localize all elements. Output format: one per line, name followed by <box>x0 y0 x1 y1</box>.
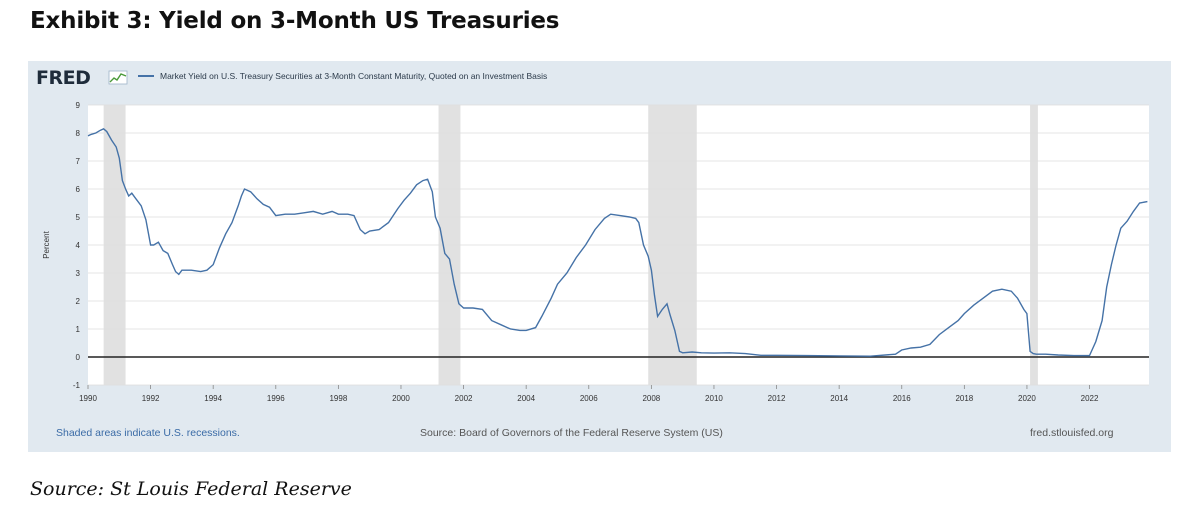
y-tick-label-4: 4 <box>76 241 81 250</box>
source-attribution: Source: Board of Governors of the Federa… <box>420 427 723 439</box>
x-tick-label-2018: 2018 <box>955 394 973 403</box>
x-tick-label-2000: 2000 <box>392 394 410 403</box>
x-tick-label-2004: 2004 <box>517 394 535 403</box>
x-tick-label-2022: 2022 <box>1081 394 1099 403</box>
fred-chart-icon <box>108 70 128 85</box>
fred-graph-panel: FRED Market Yield on U.S. Treasury Secur… <box>28 61 1171 452</box>
y-tick-label-3: 3 <box>76 269 81 278</box>
y-tick-label-9: 9 <box>76 101 81 110</box>
fred-logo[interactable]: FRED <box>36 67 91 89</box>
line-chart: -1 0 1 2 3 4 5 6 7 8 9 1990 1992 1994 1996 1998 2000 200… <box>42 101 1149 403</box>
x-tick-labels: 1990 1992 1994 1996 1998 2000 2002 2004 2006 2008… <box>79 385 1099 403</box>
x-tick-label-1994: 1994 <box>204 394 222 403</box>
y-tick-label-0: 0 <box>76 353 81 362</box>
y-tick-label-8: 8 <box>76 129 81 138</box>
grid-lines <box>88 104 1149 386</box>
series-line-3-month-yield <box>87 127 1148 357</box>
x-tick-label-2002: 2002 <box>455 394 473 403</box>
recession-note-link[interactable]: Shaded areas indicate U.S. recessions. <box>56 427 240 439</box>
x-tick-label-2010: 2010 <box>705 394 723 403</box>
y-tick-label-6: 6 <box>76 185 81 194</box>
legend-swatch <box>138 75 154 77</box>
x-tick-label-2020: 2020 <box>1018 394 1036 403</box>
source-note: Source: St Louis Federal Reserve <box>30 478 352 500</box>
x-tick-label-2012: 2012 <box>768 394 786 403</box>
x-tick-label-2016: 2016 <box>893 394 911 403</box>
x-tick-label-2008: 2008 <box>642 394 660 403</box>
x-tick-label-1990: 1990 <box>79 394 97 403</box>
x-tick-label-1992: 1992 <box>142 394 160 403</box>
exhibit-title: Exhibit 3: Yield on 3-Month US Treasurie… <box>30 8 560 34</box>
y-tick-label-5: 5 <box>76 213 81 222</box>
y-tick-label-2: 2 <box>76 297 81 306</box>
x-tick-label-1998: 1998 <box>329 394 347 403</box>
legend-label: Market Yield on U.S. Treasury Securities… <box>160 71 548 81</box>
x-tick-label-2006: 2006 <box>580 394 598 403</box>
x-tick-label-1996: 1996 <box>267 394 285 403</box>
y-tick-labels: -1 0 1 2 3 4 5 6 7 8 9 <box>73 101 81 390</box>
series-legend[interactable]: Market Yield on U.S. Treasury Securities… <box>138 71 547 81</box>
x-tick-label-2014: 2014 <box>830 394 848 403</box>
y-tick-label-7: 7 <box>76 157 81 166</box>
y-axis-title: Percent <box>42 230 51 258</box>
y-tick-label--1: -1 <box>73 381 81 390</box>
fred-website-link[interactable]: fred.stlouisfed.org <box>1030 427 1114 439</box>
y-tick-label-1: 1 <box>76 325 81 334</box>
